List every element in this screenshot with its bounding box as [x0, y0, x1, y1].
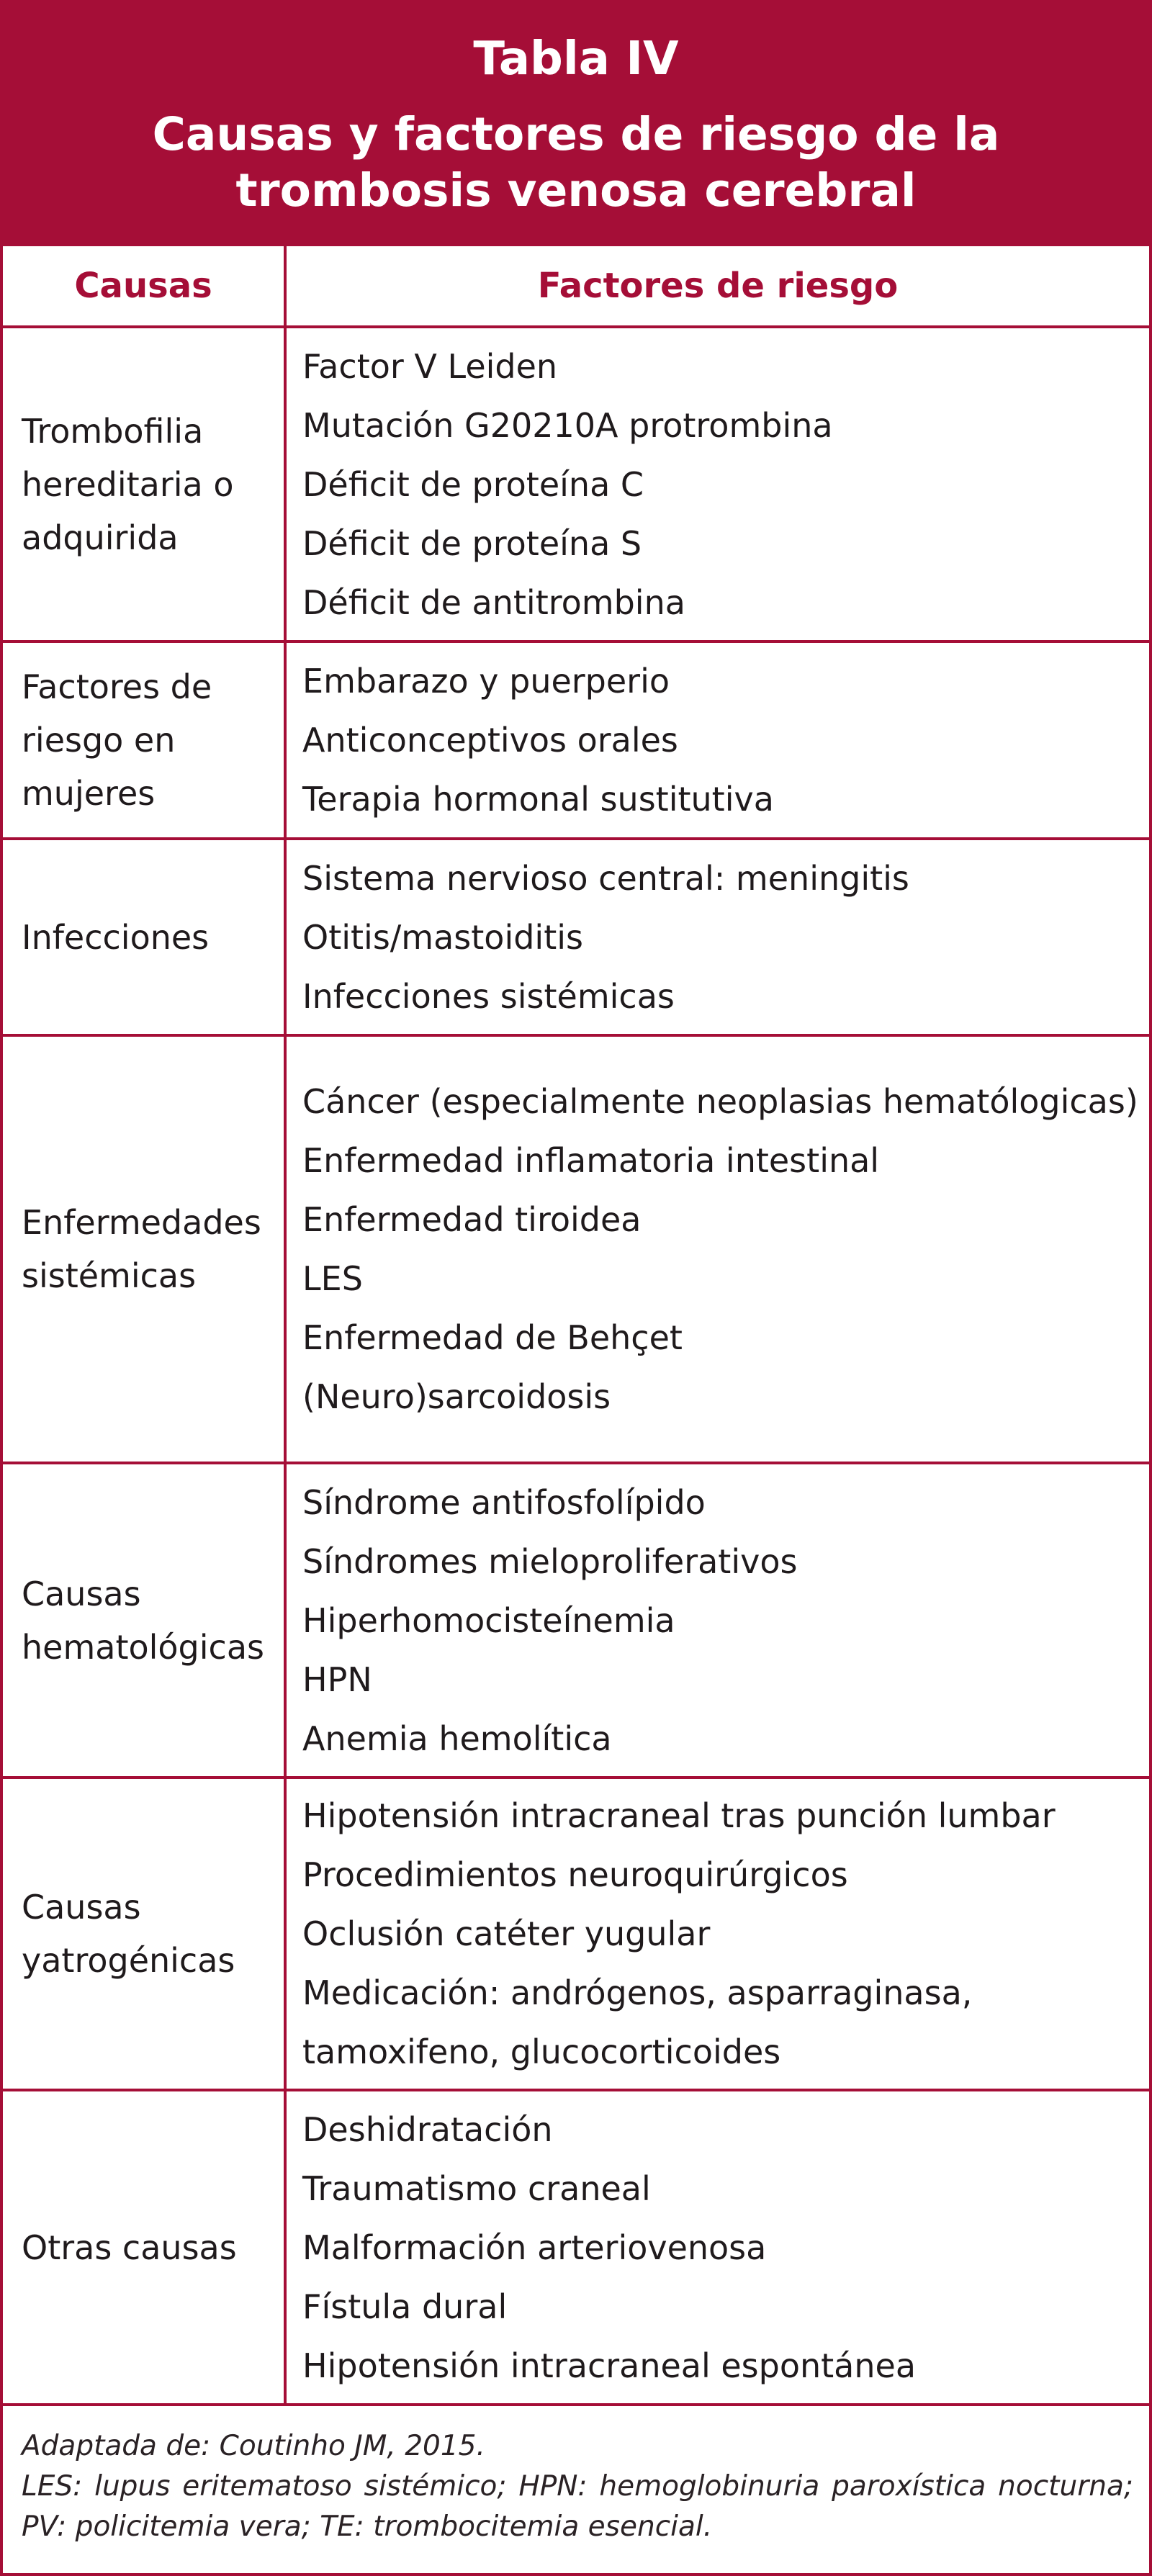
- factor-item: Enfermedad de Behçet: [302, 1318, 683, 1357]
- abbreviations-note: LES: lupus eritematoso sistémico; HPN: h…: [22, 2470, 1133, 2543]
- factors-cell: Sistema nervioso central: meningitis Oti…: [285, 839, 1149, 1037]
- factor-item: Mutación G20210A protrombina: [302, 405, 833, 445]
- factor-item: Déficit de proteína S: [302, 523, 642, 563]
- risk-factor-table: Causas Factores de riesgo Trombofilia he…: [3, 246, 1149, 2406]
- table-row: Enfermedades sistémicas Cáncer (especial…: [3, 1035, 1149, 1464]
- cause-cell: Causas hematológicas: [3, 1463, 287, 1779]
- factor-item: Sistema nervioso central: meningitis: [302, 858, 909, 898]
- factor-item: Fístula dural: [302, 2287, 508, 2326]
- factor-item: Déficit de antitrombina: [302, 582, 685, 622]
- factors-cell: Factor V Leiden Mutación G20210A protrom…: [285, 327, 1149, 643]
- factor-item: Anticonceptivos orales: [302, 721, 678, 760]
- factor-item: Deshidratación: [302, 2109, 553, 2149]
- cause-cell: Factores de riesgo en mujeres: [3, 641, 287, 840]
- cause-cell: Causas yatrogénicas: [3, 1778, 287, 2091]
- factor-item: Hipotensión intracraneal espontánea: [302, 2346, 917, 2385]
- table-number: Tabla IV: [473, 32, 679, 86]
- table-footnotes: Adaptada de: Coutinho JM, 2015. LES: lup…: [3, 2406, 1149, 2547]
- table-row: Trombofilia hereditaria o adquirida Fact…: [3, 327, 1149, 643]
- factors-cell: Embarazo y puerperio Anticonceptivos ora…: [285, 641, 1149, 840]
- column-header-factors: Factores de riesgo: [285, 246, 1149, 328]
- factor-item: Factor V Leiden: [302, 346, 558, 386]
- factors-cell: Cáncer (especialmente neoplasias hematól…: [285, 1035, 1149, 1464]
- factor-item: LES: [302, 1259, 363, 1298]
- cause-cell: Trombofilia hereditaria o adquirida: [3, 327, 287, 643]
- table-row: Causas yatrogénicas Hipotensión intracra…: [3, 1778, 1149, 2091]
- table-header-row: Causas Factores de riesgo: [3, 246, 1149, 328]
- factors-cell: Síndrome antifosfolípido Síndromes mielo…: [285, 1463, 1149, 1779]
- factor-item: (Neuro)sarcoidosis: [302, 1377, 611, 1416]
- factor-item: Hiperhomocisteínemia: [302, 1600, 675, 1640]
- table-header-banner: Tabla IV Causas y factores de riesgo de …: [3, 3, 1149, 246]
- factor-item: Síndromes mieloproliferativos: [302, 1541, 798, 1581]
- factor-item: Traumatismo craneal: [302, 2169, 651, 2208]
- factor-item: Infecciones sistémicas: [302, 976, 675, 1016]
- factor-item: Síndrome antifosfolípido: [302, 1482, 706, 1522]
- factor-item: Oclusión catéter yugular: [302, 1914, 711, 1953]
- table-row: Infecciones Sistema nervioso central: me…: [3, 839, 1149, 1037]
- factors-cell: Deshidratación Traumatismo craneal Malfo…: [285, 2090, 1149, 2406]
- table-row: Causas hematológicas Síndrome antifosfol…: [3, 1463, 1149, 1779]
- cause-cell: Enfermedades sistémicas: [3, 1035, 287, 1464]
- factor-item: Procedimientos neuroquirúrgicos: [302, 1855, 848, 1894]
- factor-item: Medicación: andrógenos, asparraginasa, t…: [302, 1973, 973, 2071]
- factor-item: HPN: [302, 1659, 372, 1699]
- cause-cell: Otras causas: [3, 2090, 287, 2406]
- factor-item: Déficit de proteína C: [302, 464, 644, 504]
- factor-item: Hipotensión intracraneal tras punción lu…: [302, 1796, 1056, 1835]
- factor-item: Cáncer (especialmente neoplasias hematól…: [302, 1082, 1138, 1121]
- factor-item: Enfermedad inflamatoria intestinal: [302, 1141, 880, 1180]
- cause-cell: Infecciones: [3, 839, 287, 1037]
- factor-item: Enfermedad tiroidea: [302, 1200, 642, 1239]
- factor-item: Embarazo y puerperio: [302, 662, 670, 701]
- factor-item: Otitis/mastoiditis: [302, 917, 583, 957]
- table-row: Factores de riesgo en mujeres Embarazo y…: [3, 641, 1149, 840]
- factor-item: Terapia hormonal sustitutiva: [302, 780, 774, 819]
- column-header-causes: Causas: [3, 246, 287, 328]
- table-row: Otras causas Deshidratación Traumatismo …: [3, 2090, 1149, 2406]
- factor-item: Anemia hemolítica: [302, 1719, 612, 1758]
- factor-item: Malformación arteriovenosa: [302, 2228, 767, 2267]
- table-title: Causas y factores de riesgo de la trombo…: [152, 108, 1000, 217]
- factors-cell: Hipotensión intracraneal tras punción lu…: [285, 1778, 1149, 2091]
- source-note: Adaptada de: Coutinho JM, 2015.: [22, 2430, 485, 2462]
